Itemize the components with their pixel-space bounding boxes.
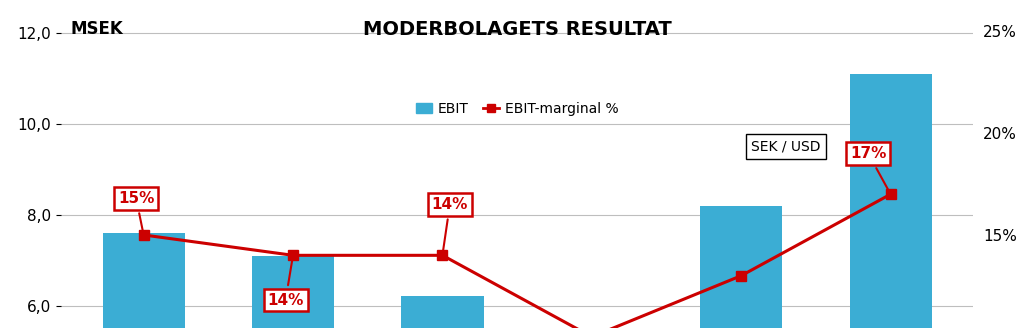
Bar	[252, 256, 334, 335]
Text: MSEK: MSEK	[71, 20, 123, 38]
Legend: EBIT, EBIT-marginal %: EBIT, EBIT-marginal %	[411, 96, 624, 122]
Text: SEK / USD: SEK / USD	[752, 139, 821, 153]
Bar	[102, 233, 184, 335]
Bar	[700, 206, 782, 335]
Bar	[551, 328, 633, 335]
Text: 14%: 14%	[267, 258, 304, 308]
Bar	[850, 74, 932, 335]
Text: 17%: 17%	[850, 146, 889, 192]
Bar	[401, 296, 483, 335]
Text: 15%: 15%	[118, 191, 155, 232]
Text: MODERBOLAGETS RESULTAT: MODERBOLAGETS RESULTAT	[362, 20, 672, 39]
Text: 14%: 14%	[432, 197, 468, 253]
